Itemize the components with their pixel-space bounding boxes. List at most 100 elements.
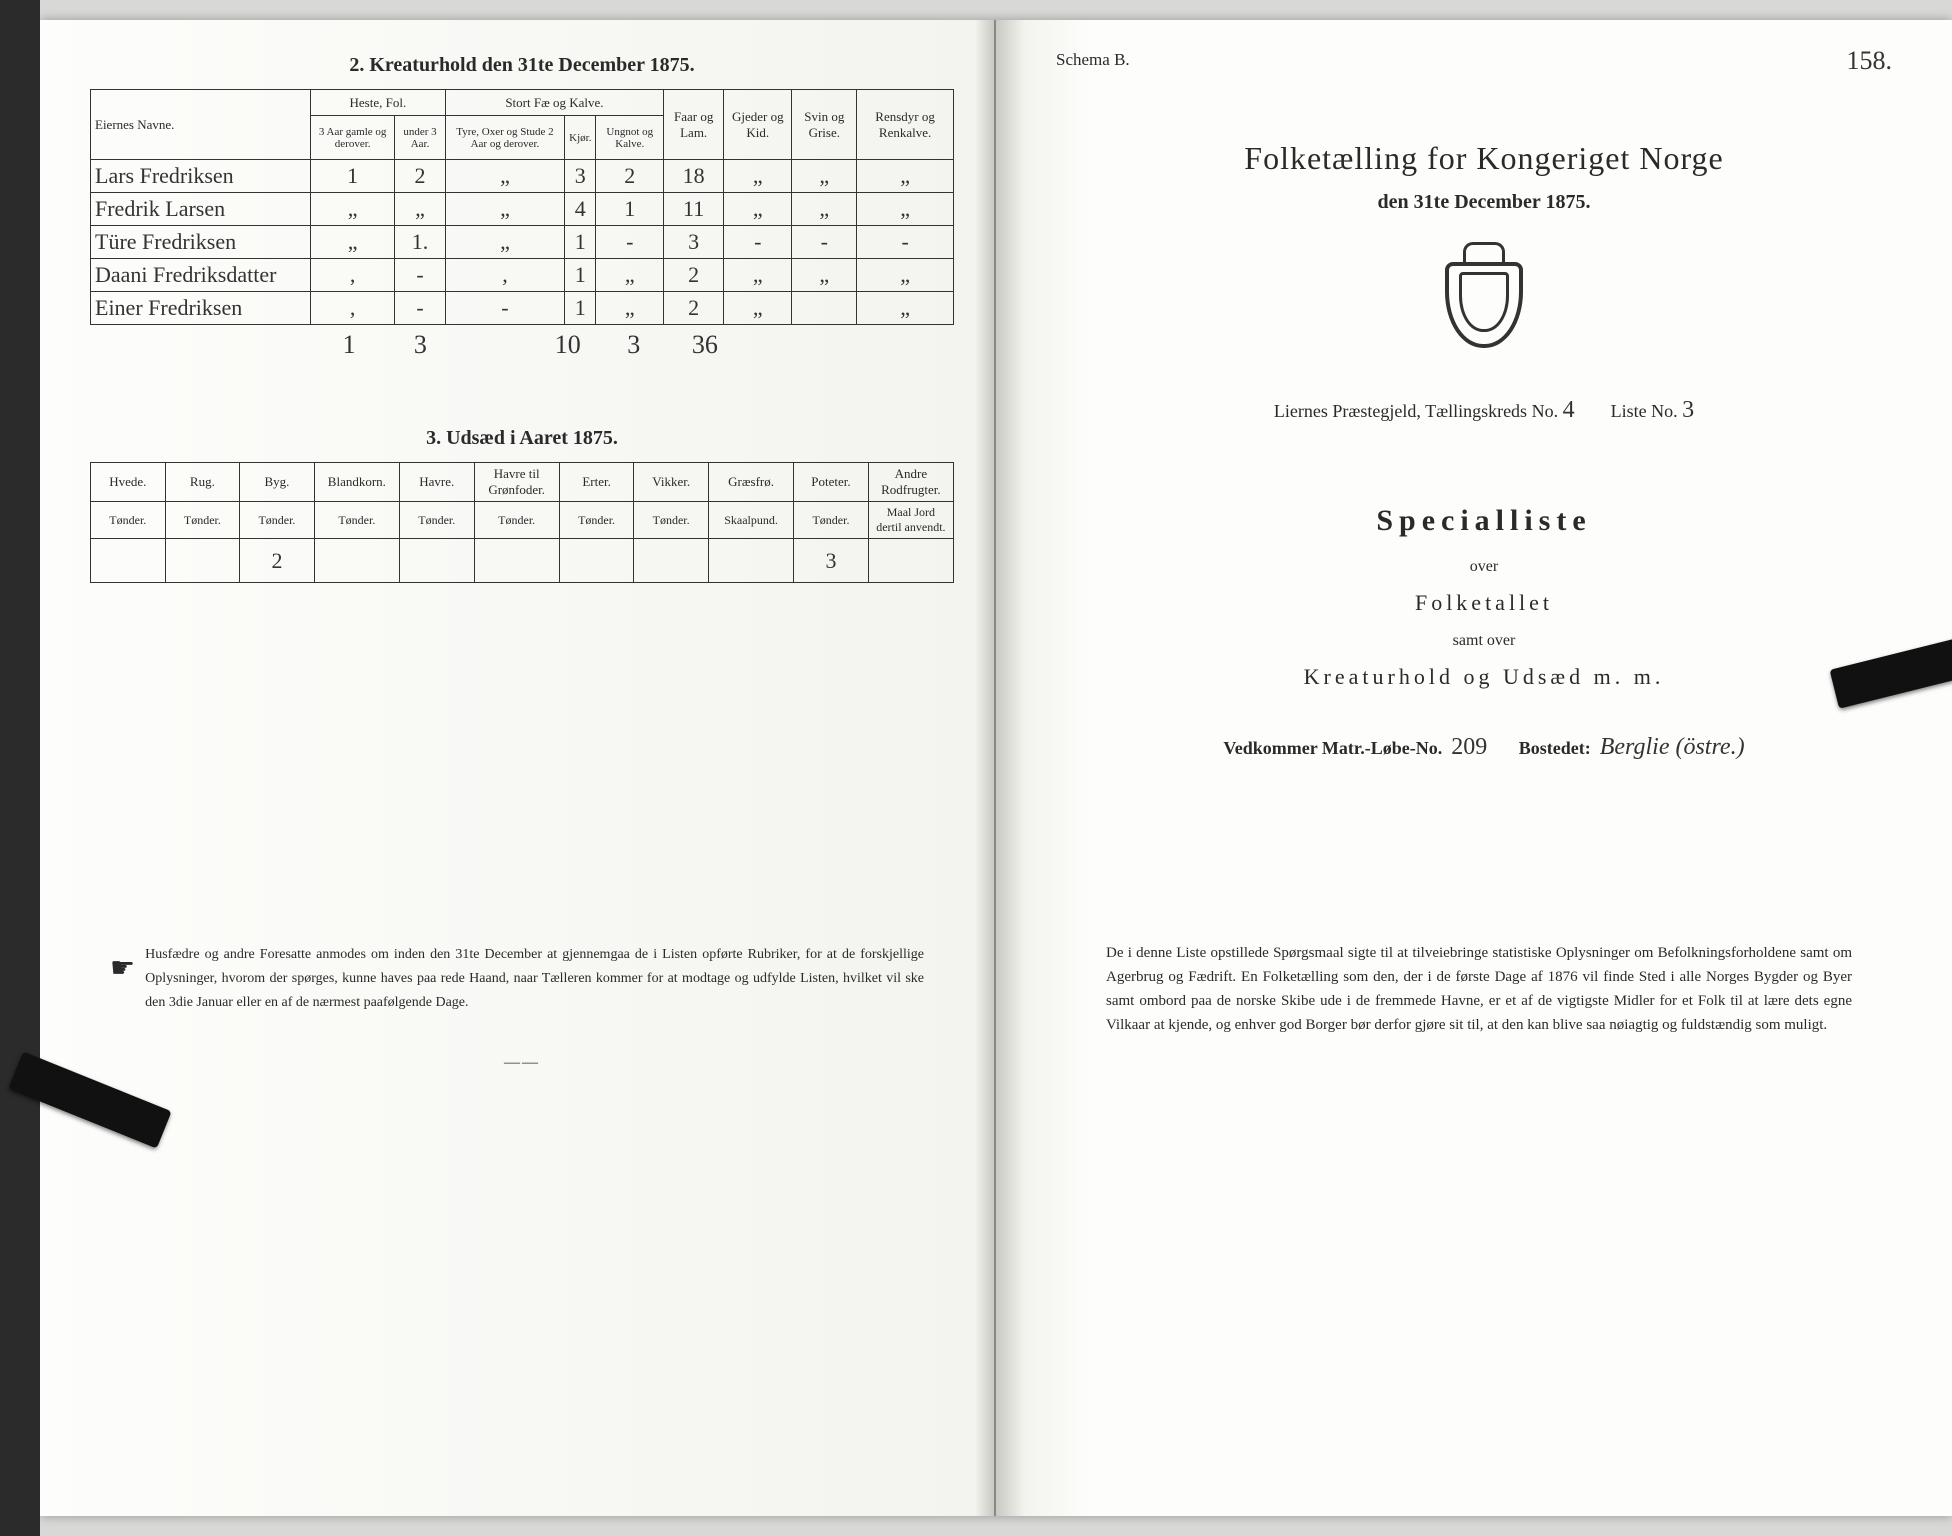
cell: „ [311, 193, 395, 226]
parish-prefix: Liernes Præstegjeld, Tællingskreds No. [1274, 401, 1558, 421]
footer-note: ☛ Husfædre og andre Foresatte anmodes om… [110, 943, 924, 1014]
sum-cell: 1 [314, 327, 385, 363]
col-goats: Gjeder og Kid. [724, 90, 792, 160]
cell: 3 [794, 539, 869, 583]
list-number: 3 [1682, 397, 1694, 423]
col-unit: Maal Jord dertil anvendt. [868, 502, 953, 539]
col-header: Poteter. [794, 463, 869, 502]
parish-line: Liernes Præstegjeld, Tællingskreds No. 4… [1056, 397, 1912, 424]
cell: , [311, 259, 395, 292]
col-unit: Tønder. [474, 502, 559, 539]
sum-cell: 3 [598, 327, 669, 363]
owner-name: Fredrik Larsen [91, 193, 311, 226]
samt-label: samt over [1056, 632, 1912, 650]
cell: „ [596, 259, 664, 292]
cell: „ [792, 160, 857, 193]
folketallet-label: Folketallet [1056, 590, 1912, 616]
cell: - [724, 226, 792, 259]
cell [165, 539, 240, 583]
cell: 2 [395, 160, 445, 193]
cell: „ [857, 259, 954, 292]
cell: „ [857, 292, 954, 325]
col-header: Rug. [165, 463, 240, 502]
pointing-hand-icon: ☛ [110, 945, 135, 1014]
cell: „ [724, 259, 792, 292]
cell: 1 [311, 160, 395, 193]
col-owner: Eiernes Navne. [91, 90, 311, 160]
cell: 1 [565, 292, 596, 325]
cell [708, 539, 793, 583]
cell: 2 [596, 160, 664, 193]
table-row: Lars Fredriksen12„3218„„„ [91, 160, 954, 193]
owner-name: Türe Fredriksen [91, 226, 311, 259]
col-header: Andre Rodfrugter. [868, 463, 953, 502]
col-calves: Ungnot og Kalve. [596, 116, 664, 160]
col-unit: Tønder. [314, 502, 399, 539]
book-binding [0, 0, 40, 1536]
sum-cell [456, 327, 537, 363]
col-unit: Tønder. [794, 502, 869, 539]
cell: „ [395, 193, 445, 226]
sum-cell [740, 327, 811, 363]
sum-cell [90, 327, 314, 363]
district-number: 4 [1563, 397, 1575, 423]
cell: 1 [565, 226, 596, 259]
col-cows: Kjør. [565, 116, 596, 160]
col-header: Blandkorn. [314, 463, 399, 502]
col-reindeer: Rensdyr og Renkalve. [857, 90, 954, 160]
livestock-table: Eiernes Navne. Heste, Fol. Stort Fæ og K… [90, 89, 954, 325]
intro-paragraph: De i denne Liste opstillede Spørgsmaal s… [1106, 941, 1852, 1037]
footer-dash: —— [90, 1054, 954, 1072]
cell: „ [857, 160, 954, 193]
list-label: Liste No. [1611, 401, 1678, 421]
cell: - [792, 226, 857, 259]
table2-title: 2. Kreaturhold den 31te December 1875. [90, 54, 954, 77]
census-subtitle: den 31te December 1875. [1056, 191, 1912, 214]
sum-cell: 3 [385, 327, 456, 363]
coat-of-arms-icon [1439, 242, 1529, 352]
matr-number: 209 [1451, 734, 1487, 760]
col-unit: Tønder. [240, 502, 315, 539]
cell: „ [311, 226, 395, 259]
cell: 2 [664, 259, 724, 292]
col-horses-3plus: 3 Aar gamle og derover. [311, 116, 395, 160]
sum-cell [812, 327, 883, 363]
cell: 4 [565, 193, 596, 226]
owner-name: Daani Fredriksdatter [91, 259, 311, 292]
cell: „ [792, 259, 857, 292]
col-unit: Tønder. [634, 502, 709, 539]
table-row: Fredrik Larsen„„„4111„„„ [91, 193, 954, 226]
cell: 11 [664, 193, 724, 226]
cell: 2 [240, 539, 315, 583]
cell [474, 539, 559, 583]
cell: - [395, 259, 445, 292]
seeding-table: Hvede.Rug.Byg.Blandkorn.Havre.Havre til … [90, 462, 954, 583]
cell: - [857, 226, 954, 259]
bostedet-label: Bostedet: [1519, 738, 1591, 758]
col-header: Byg. [240, 463, 315, 502]
matr-label: Vedkommer Matr.-Løbe-No. [1223, 738, 1442, 758]
schema-label: Schema B. [1056, 50, 1912, 70]
col-header: Hvede. [91, 463, 166, 502]
matr-line: Vedkommer Matr.-Løbe-No. 209 Bostedet: B… [1056, 734, 1912, 761]
sum-cell: 36 [669, 327, 740, 363]
kreaturhold-label: Kreaturhold og Udsæd m. m. [1056, 664, 1912, 690]
specialliste-heading: Specialliste [1056, 504, 1912, 538]
cell: - [445, 292, 564, 325]
cell: , [445, 259, 564, 292]
cell: 1 [565, 259, 596, 292]
cell: 3 [565, 160, 596, 193]
cell: 3 [664, 226, 724, 259]
col-unit: Tønder. [165, 502, 240, 539]
cell: - [596, 226, 664, 259]
cell: 2 [664, 292, 724, 325]
book-spread: 2. Kreaturhold den 31te December 1875. E… [40, 20, 1952, 1516]
cell: 18 [664, 160, 724, 193]
cell [634, 539, 709, 583]
cell [399, 539, 474, 583]
cell [314, 539, 399, 583]
cell [91, 539, 166, 583]
cell: - [395, 292, 445, 325]
col-unit: Tønder. [91, 502, 166, 539]
col-header: Vikker. [634, 463, 709, 502]
